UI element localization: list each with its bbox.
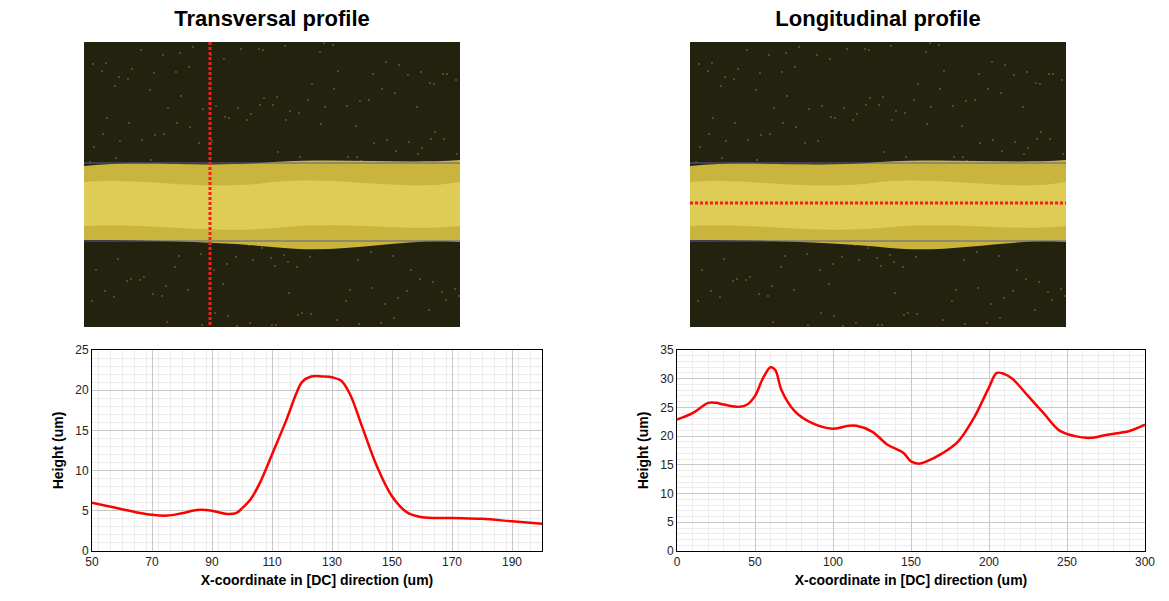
- svg-text:25: 25: [660, 401, 674, 415]
- svg-text:15: 15: [660, 458, 674, 472]
- svg-text:100: 100: [823, 555, 843, 569]
- svg-text:5: 5: [667, 515, 674, 529]
- svg-text:Height (um): Height (um): [635, 412, 651, 490]
- svg-text:150: 150: [901, 555, 921, 569]
- svg-text:190: 190: [502, 555, 522, 569]
- svg-text:35: 35: [660, 343, 674, 357]
- svg-text:15: 15: [75, 424, 89, 438]
- svg-text:50: 50: [85, 555, 99, 569]
- svg-text:300: 300: [1135, 555, 1155, 569]
- svg-text:110: 110: [262, 555, 281, 569]
- svg-text:0: 0: [674, 555, 681, 569]
- svg-text:10: 10: [660, 487, 674, 501]
- svg-text:50: 50: [748, 555, 762, 569]
- svg-text:0: 0: [667, 544, 674, 558]
- svg-text:X-coordinate in [DC] direction: X-coordinate in [DC] direction (um): [201, 572, 434, 588]
- svg-text:90: 90: [205, 555, 219, 569]
- svg-text:5: 5: [82, 504, 89, 518]
- svg-text:X-coordinate in [DC] direction: X-coordinate in [DC] direction (um): [795, 572, 1028, 588]
- html-text:Transversal profile: Transversal profile: [174, 6, 370, 31]
- svg-text:250: 250: [1057, 555, 1077, 569]
- svg-text:170: 170: [442, 555, 462, 569]
- svg-text:30: 30: [660, 372, 674, 386]
- svg-text:0: 0: [82, 544, 89, 558]
- svg-text:200: 200: [979, 555, 999, 569]
- svg-text:20: 20: [75, 383, 89, 397]
- svg-text:Height (um): Height (um): [50, 412, 66, 490]
- svg-text:150: 150: [382, 555, 402, 569]
- svg-text:70: 70: [145, 555, 159, 569]
- svg-text:25: 25: [75, 343, 89, 357]
- svg-text:20: 20: [660, 429, 674, 443]
- svg-text:10: 10: [75, 464, 89, 478]
- svg-text:130: 130: [322, 555, 342, 569]
- html-text:Longitudinal profile: Longitudinal profile: [775, 6, 981, 31]
